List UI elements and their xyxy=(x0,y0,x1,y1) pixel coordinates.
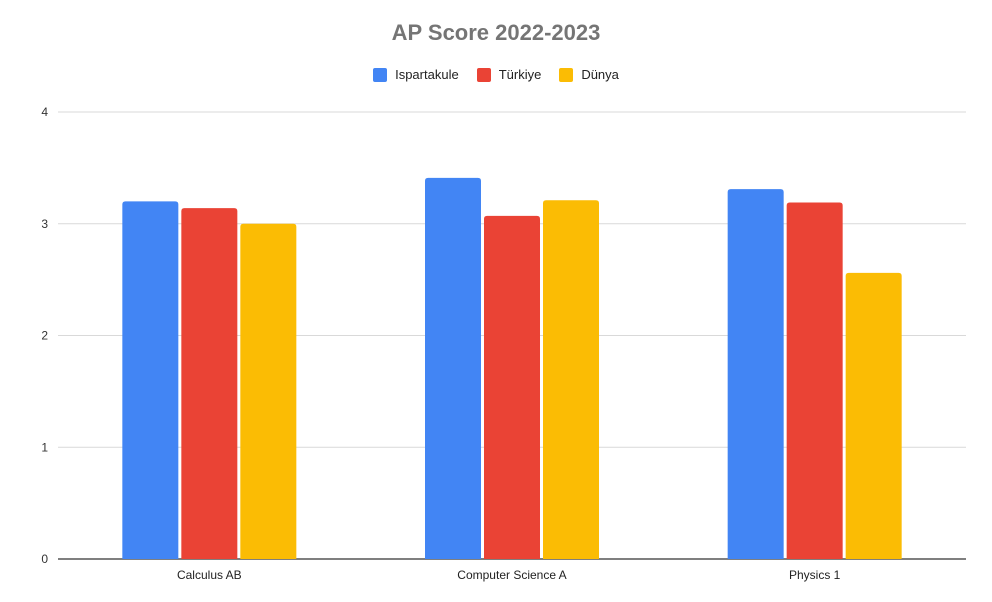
legend-item-ispartakule[interactable]: Ispartakule xyxy=(373,67,459,82)
x-tick-label: Physics 1 xyxy=(789,568,841,582)
axis-layer: 0 1 2 3 4 Calculus AB Computer Science A Physic… xyxy=(41,105,840,582)
y-tick-label: 3 xyxy=(41,217,48,231)
legend-label-dunya: Dünya xyxy=(581,67,619,82)
legend-swatch-turkiye xyxy=(476,67,491,82)
bar-ispartakule-calculus-ab[interactable] xyxy=(122,201,179,559)
bar-d-nya-computer-science-a[interactable] xyxy=(543,200,599,559)
y-tick-label: 4 xyxy=(41,105,48,119)
bar-t-rkiye-physics-1[interactable] xyxy=(786,202,843,559)
x-tick-label: Calculus AB xyxy=(177,568,242,582)
legend-item-dunya[interactable]: Dünya xyxy=(559,67,619,82)
bar-t-rkiye-calculus-ab[interactable] xyxy=(181,208,238,560)
y-tick-label: 0 xyxy=(41,552,48,566)
bar-d-nya-calculus-ab[interactable] xyxy=(240,223,297,559)
legend-label-ispartakule: Ispartakule xyxy=(395,67,459,82)
bar-ispartakule-computer-science-a[interactable] xyxy=(425,177,481,559)
bars-layer xyxy=(122,177,902,560)
chart-title: AP Score 2022-2023 xyxy=(391,20,601,45)
y-tick-label: 1 xyxy=(41,440,48,454)
y-tick-label: 2 xyxy=(41,329,48,343)
x-tick-label: Computer Science A xyxy=(457,568,566,582)
legend-label-turkiye: Türkiye xyxy=(498,67,542,82)
bar-t-rkiye-computer-science-a[interactable] xyxy=(484,215,540,560)
legend-swatch-dunya xyxy=(559,67,574,82)
legend-item-turkiye[interactable]: Türkiye xyxy=(476,67,542,82)
bar-d-nya-physics-1[interactable] xyxy=(845,272,902,559)
legend: Ispartakule Türkiye Dünya xyxy=(0,67,992,82)
bar-ispartakule-physics-1[interactable] xyxy=(727,189,784,560)
legend-swatch-ispartakule xyxy=(373,67,388,82)
